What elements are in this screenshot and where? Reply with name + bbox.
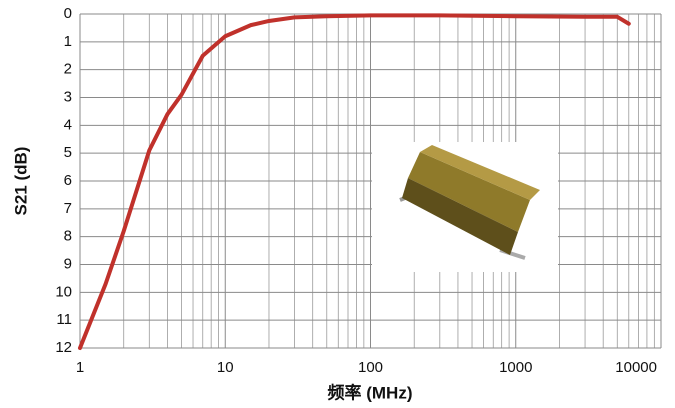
x-axis-label: 频率 (MHz) bbox=[328, 382, 413, 402]
y-tick-label: 5 bbox=[64, 144, 72, 161]
y-tick-label: 11 bbox=[56, 311, 72, 328]
x-tick-label: 1 bbox=[76, 359, 84, 376]
y-tick-label: 4 bbox=[64, 116, 72, 133]
y-tick-label: 6 bbox=[64, 172, 72, 189]
x-tick-label: 10 bbox=[217, 359, 234, 376]
x-tick-label: 100 bbox=[358, 359, 383, 376]
y-tick-label: 0 bbox=[64, 5, 72, 22]
product-photo bbox=[372, 142, 558, 272]
y-tick-label: 12 bbox=[55, 339, 72, 356]
y-tick-label: 3 bbox=[64, 88, 72, 105]
y-tick-label: 9 bbox=[64, 255, 72, 272]
y-axis-label: S21 (dB) bbox=[11, 147, 30, 216]
y-tick-label: 10 bbox=[55, 283, 72, 300]
y-tick-label: 1 bbox=[64, 33, 72, 50]
chart: S21 (dB) 频率 (MHz) 0123456789101112110100… bbox=[0, 0, 675, 408]
x-tick-label: 10000 bbox=[615, 359, 657, 376]
y-tick-label: 7 bbox=[64, 200, 72, 217]
y-tick-label: 2 bbox=[64, 61, 72, 78]
y-tick-label: 8 bbox=[64, 228, 72, 245]
x-tick-label: 1000 bbox=[499, 359, 532, 376]
